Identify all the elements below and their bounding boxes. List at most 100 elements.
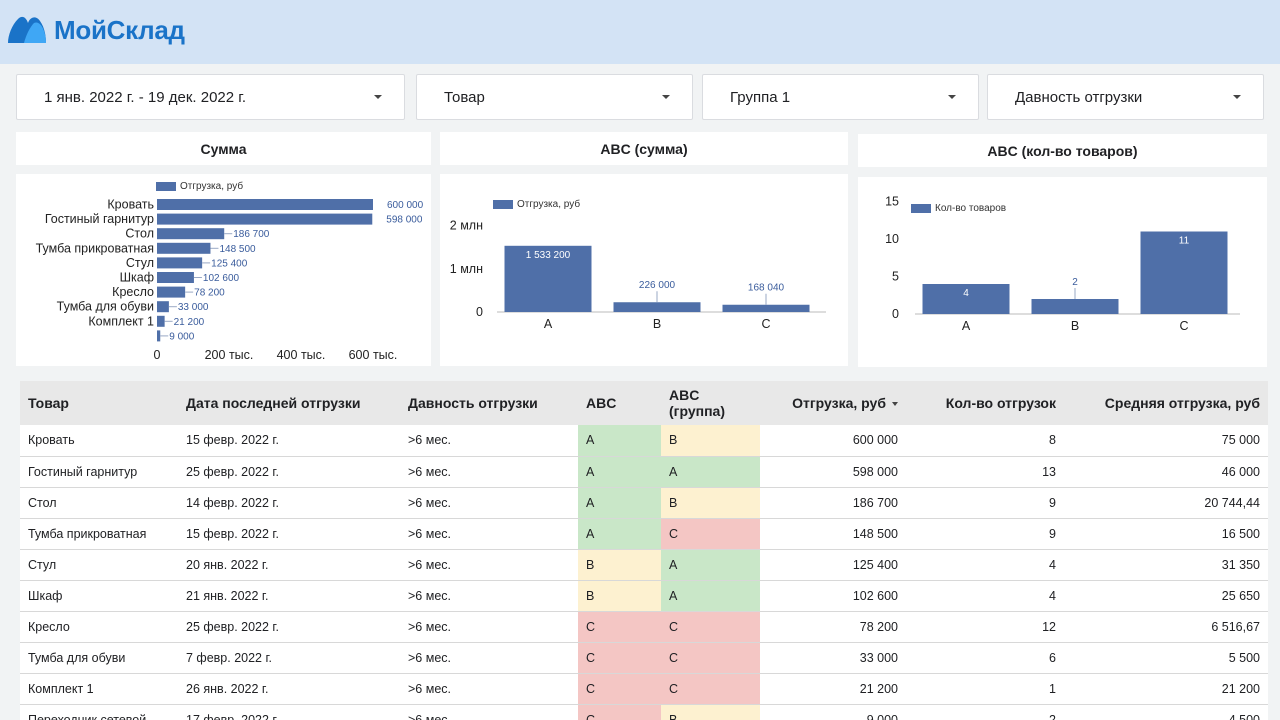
cell-shipment-sum: 598 000	[760, 456, 906, 488]
bar	[504, 245, 592, 312]
table-row[interactable]: Комплект 1 26 янв. 2022 г. >6 мес. C C 21 200…	[20, 673, 1268, 705]
bar	[157, 199, 373, 210]
col-header-last-shipment-date[interactable]: Дата последней отгрузки	[178, 381, 400, 425]
shipment-age-filter-value: Давность отгрузки	[1015, 88, 1143, 106]
cell-last-shipment-date: 15 февр. 2022 г.	[178, 518, 400, 550]
shipment-age-filter[interactable]: Давность отгрузки	[987, 74, 1264, 120]
table-row[interactable]: Шкаф 21 янв. 2022 г. >6 мес. B A 102 600 4 25 6…	[20, 580, 1268, 612]
col-header-shipment-age[interactable]: Давность отгрузки	[400, 381, 578, 425]
cell-abc: C	[578, 673, 661, 705]
category-label: Гостиный гарнитур	[45, 212, 154, 226]
app-header: МойСклад	[0, 0, 1280, 64]
group-filter-value: Группа 1	[730, 88, 791, 106]
cell-avg-shipment: 4 500	[1064, 704, 1268, 720]
cell-shipment-sum: 21 200	[760, 673, 906, 705]
group-filter[interactable]: Группа 1	[702, 74, 979, 120]
product-filter[interactable]: Товар	[416, 74, 693, 120]
y-tick-label: 2 млн	[450, 219, 483, 233]
cell-product: Тумба прикроватная	[20, 518, 178, 550]
x-tick-label: 600 тыс.	[349, 348, 398, 362]
table-row[interactable]: Гостиный гарнитур 25 февр. 2022 г. >6 мес.…	[20, 456, 1268, 488]
cell-last-shipment-date: 17 февр. 2022 г.	[178, 704, 400, 720]
cell-shipment-sum: 148 500	[760, 518, 906, 550]
bar	[157, 286, 186, 298]
chevron-down-icon	[1233, 95, 1241, 99]
value-label: 125 400	[211, 258, 248, 269]
cell-product: Кровать	[20, 425, 178, 457]
col-header-abc-group[interactable]: ABC (группа)	[661, 381, 760, 425]
col-header-abc-group-line1: ABC	[669, 387, 700, 403]
table-row[interactable]: Кровать 15 февр. 2022 г. >6 мес. A B 600 000 8…	[20, 425, 1268, 457]
cell-shipment-age: >6 мес.	[400, 549, 578, 581]
bar	[157, 301, 169, 313]
cell-shipment-count: 9	[906, 487, 1064, 519]
x-tick-label: 400 тыс.	[277, 348, 326, 362]
chevron-down-icon	[948, 95, 956, 99]
col-header-shipment-sum[interactable]: Отгрузка, руб	[760, 381, 906, 425]
date-range-value: 1 янв. 2022 г. - 19 дек. 2022 г.	[44, 88, 247, 106]
table-body: Кровать 15 февр. 2022 г. >6 мес. A B 600 000 8…	[20, 425, 1268, 720]
y-tick-label: 0	[892, 307, 899, 321]
table-header-row: Товар Дата последней отгрузки Давность о…	[20, 381, 1268, 425]
value-label: 11	[1179, 236, 1190, 247]
legend-label: Отгрузка, руб	[517, 199, 581, 210]
col-header-shipment-sum-label: Отгрузка, руб	[792, 395, 886, 411]
bar	[157, 315, 165, 327]
bar	[1031, 299, 1119, 314]
cell-abc: A	[578, 518, 661, 550]
cell-last-shipment-date: 7 февр. 2022 г.	[178, 642, 400, 674]
cell-product: Тумба для обуви	[20, 642, 178, 674]
cell-abc: A	[578, 456, 661, 488]
cell-abc: C	[578, 704, 661, 720]
value-label: 9 000	[169, 331, 194, 342]
table-row[interactable]: Стул 20 янв. 2022 г. >6 мес. B A 125 400 4 31 3…	[20, 549, 1268, 581]
cell-abc-group: A	[661, 549, 760, 581]
cell-shipment-age: >6 мес.	[400, 487, 578, 519]
table-row[interactable]: Кресло 25 февр. 2022 г. >6 мес. C C 78 200 12 6…	[20, 611, 1268, 643]
cell-abc: C	[578, 611, 661, 643]
table-row[interactable]: Тумба прикроватная 15 февр. 2022 г. >6 мес…	[20, 518, 1268, 550]
cell-abc: A	[578, 425, 661, 457]
col-header-avg-shipment[interactable]: Средняя отгрузка, руб	[1064, 381, 1268, 425]
cell-shipment-sum: 102 600	[760, 580, 906, 612]
cell-avg-shipment: 6 516,67	[1064, 611, 1268, 643]
cell-last-shipment-date: 26 янв. 2022 г.	[178, 673, 400, 705]
cell-abc-group: B	[661, 704, 760, 720]
products-table: Товар Дата последней отгрузки Давность о…	[20, 381, 1268, 720]
date-range-filter[interactable]: 1 янв. 2022 г. - 19 дек. 2022 г.	[16, 74, 405, 120]
category-label: Шкаф	[120, 271, 154, 285]
cell-shipment-age: >6 мес.	[400, 518, 578, 550]
bar	[1140, 231, 1228, 314]
y-tick-label: 1 млн	[450, 262, 483, 276]
x-tick-label: B	[1071, 319, 1079, 333]
cell-abc-group: C	[661, 611, 760, 643]
abc-sum-chart: Отгрузка, руб 0 1 млн 2 млн A 1 533 200 B 226 …	[440, 174, 848, 366]
y-tick-label: 15	[885, 195, 899, 209]
cell-avg-shipment: 20 744,44	[1064, 487, 1268, 519]
table-row[interactable]: Тумба для обуви 7 февр. 2022 г. >6 мес. C C 3…	[20, 642, 1268, 674]
bar	[157, 257, 203, 269]
cell-abc: A	[578, 487, 661, 519]
value-label: 598 000	[386, 215, 423, 226]
chevron-down-icon	[374, 95, 382, 99]
cell-shipment-count: 9	[906, 518, 1064, 550]
category-label: Тумба прикроватная	[36, 241, 154, 255]
value-label: 2	[1072, 277, 1078, 288]
cell-abc-group: C	[661, 673, 760, 705]
cell-shipment-age: >6 мес.	[400, 642, 578, 674]
cell-product: Комплект 1	[20, 673, 178, 705]
table-row[interactable]: Стол 14 февр. 2022 г. >6 мес. A B 186 700 9 20 …	[20, 487, 1268, 519]
col-header-abc[interactable]: ABC	[578, 381, 661, 425]
abc-sum-chart-title: ABC (сумма)	[440, 132, 848, 165]
bar	[613, 302, 701, 312]
brand-logo[interactable]: МойСклад	[6, 12, 185, 48]
abc-sum-chart-legend: Отгрузка, руб	[493, 199, 580, 210]
cell-product: Переходник сетевой ...	[20, 704, 178, 720]
col-header-shipment-count[interactable]: Кол-во отгрузок	[906, 381, 1064, 425]
col-header-product[interactable]: Товар	[20, 381, 178, 425]
cell-abc: B	[578, 580, 661, 612]
table-row[interactable]: Переходник сетевой ... 17 февр. 2022 г. >6…	[20, 704, 1268, 720]
cell-product: Гостиный гарнитур	[20, 456, 178, 488]
legend-swatch	[911, 204, 931, 213]
category-label: Стол	[125, 227, 154, 241]
